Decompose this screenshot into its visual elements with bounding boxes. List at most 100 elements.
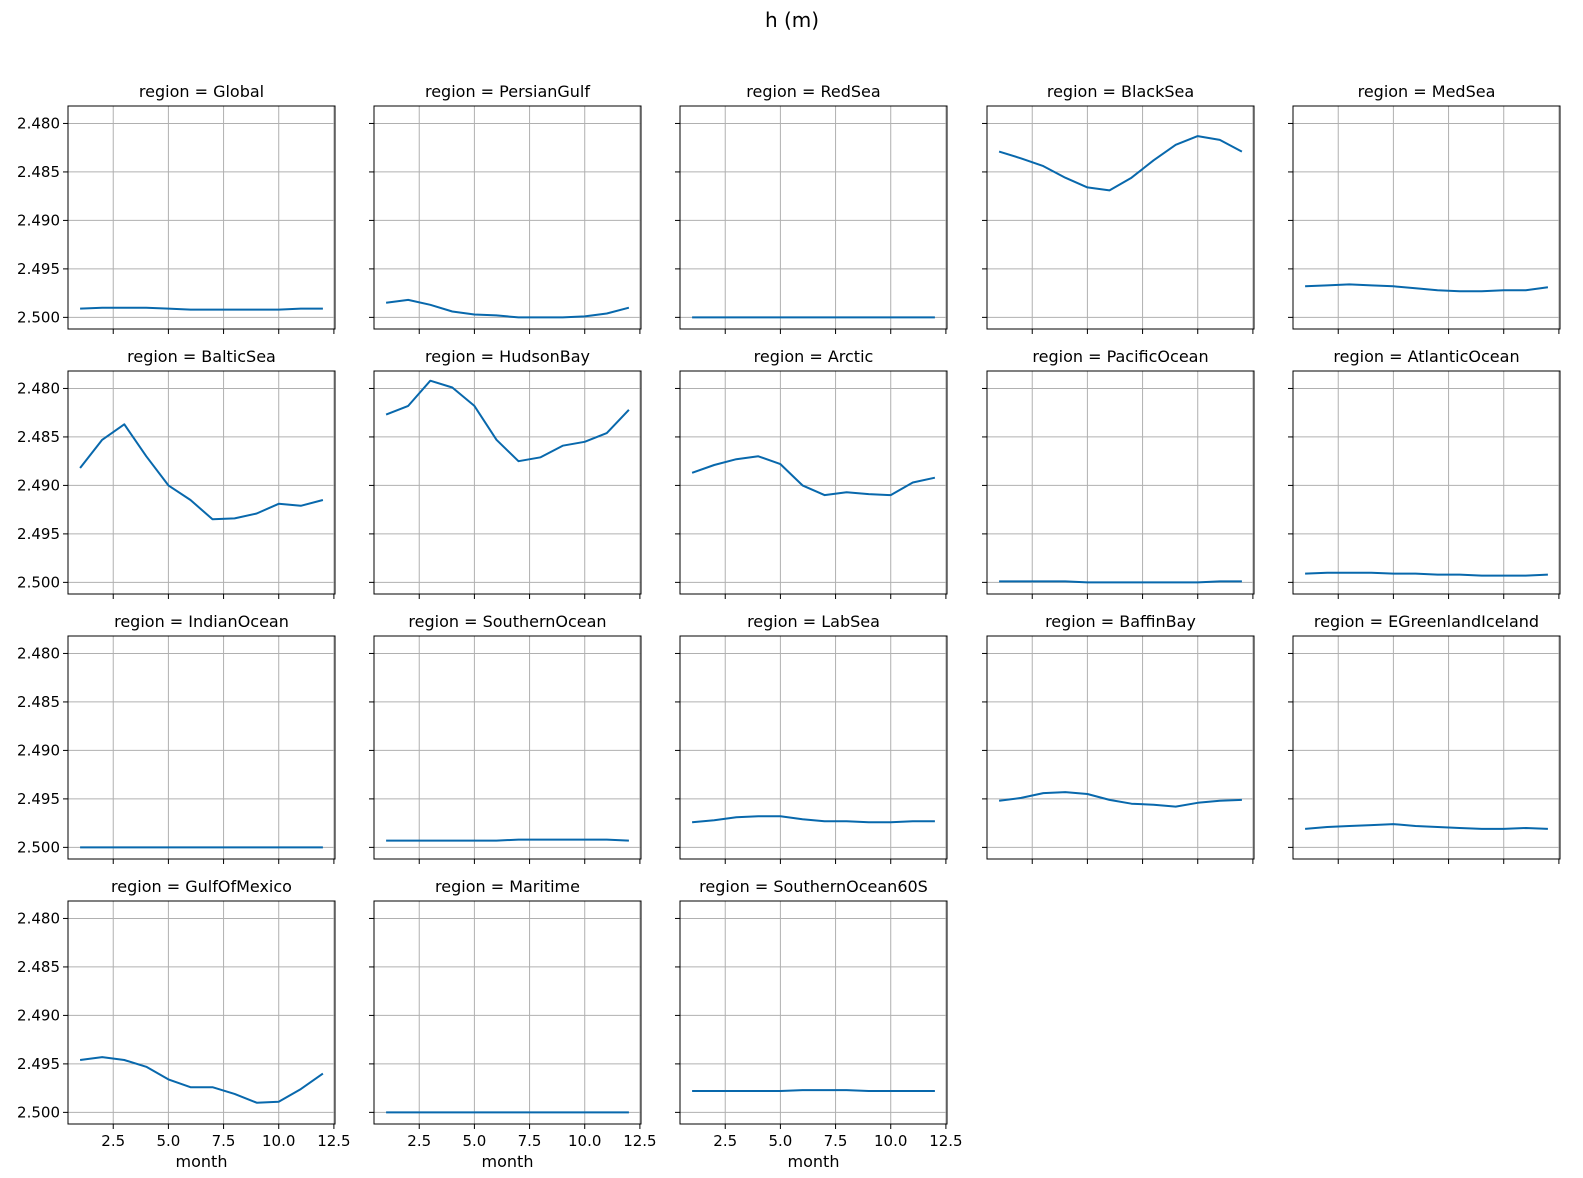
y-tick-label: 2.495 <box>17 1055 60 1073</box>
series-line <box>692 1089 935 1092</box>
series-line <box>386 838 629 842</box>
x-tick-label: 7.5 <box>518 1132 542 1150</box>
x-tick-label: 10.0 <box>262 1132 295 1150</box>
x-axis-label: month <box>176 1152 228 1171</box>
series-line <box>385 379 630 463</box>
y-tick-label: 2.500 <box>17 308 60 326</box>
y-tick-label: 2.495 <box>17 260 60 278</box>
x-tick-label: 7.5 <box>824 1132 848 1150</box>
x-tick-label: 10.0 <box>874 1132 907 1150</box>
panel-title: region = SouthernOcean <box>408 612 606 631</box>
panel-title: region = EGreenlandIceland <box>1314 612 1539 631</box>
panel-title: region = IndianOcean <box>114 612 289 631</box>
panel-title: region = Arctic <box>754 347 874 366</box>
panel-southernocean60s: region = SouthernOcean60S 2.5 5.0 7.5 10.0 12… <box>675 877 963 1171</box>
series-line <box>1305 283 1549 293</box>
axes-frame <box>986 105 1255 330</box>
axes-frame <box>1292 635 1561 860</box>
x-tick-label: 5.0 <box>462 1132 486 1150</box>
panel-title: region = AtlanticOcean <box>1333 347 1519 366</box>
axes-frame <box>373 370 642 595</box>
series-line <box>79 423 324 521</box>
panel-title: region = Global <box>139 82 264 101</box>
panel-gulfofmexico: region = GulfOfMexico 2.480 2.485 2.490 2.49… <box>17 877 351 1171</box>
panel-title: region = LabSea <box>747 612 880 631</box>
series-line <box>692 815 935 824</box>
axes-frame <box>986 370 1255 595</box>
axes-frame <box>373 635 642 860</box>
panel-title: region = MedSea <box>1358 82 1496 101</box>
panel-southernocean: region = SouthernOcean <box>369 612 642 864</box>
y-tick-label: 2.500 <box>17 1103 60 1121</box>
axes-frame <box>1292 105 1561 330</box>
panel-maritime: region = Maritime 2.5 5.0 7.5 10.0 12.5 month <box>369 877 657 1171</box>
panel-title: region = RedSea <box>746 82 880 101</box>
x-tick-label: 12.5 <box>929 1132 962 1150</box>
y-tick-label: 2.495 <box>17 790 60 808</box>
y-tick-label: 2.490 <box>17 1006 60 1024</box>
panel-global: region = Global 2.480 2.485 2.490 2.495 2.500 <box>17 82 336 334</box>
y-tick-label: 2.500 <box>17 838 60 856</box>
y-tick-label: 2.490 <box>17 741 60 759</box>
panel-baffinbay: region = BaffinBay <box>982 612 1255 864</box>
y-tick-label: 2.490 <box>17 476 60 494</box>
axes-frame <box>679 370 948 595</box>
panel-title: region = BlackSea <box>1047 82 1194 101</box>
panel-hudsonbay: region = HudsonBay <box>369 347 642 599</box>
x-tick-label: 2.5 <box>407 1132 431 1150</box>
axes-frame <box>67 635 336 860</box>
x-tick-label: 7.5 <box>212 1132 236 1150</box>
y-tick-label: 2.480 <box>17 114 60 132</box>
x-tick-label: 2.5 <box>713 1132 737 1150</box>
y-tick-label: 2.500 <box>17 573 60 591</box>
axes-frame <box>373 105 642 330</box>
y-tick-label: 2.485 <box>17 958 60 976</box>
series-line <box>79 1056 324 1104</box>
x-axis-label: month <box>482 1152 534 1171</box>
axes-frame <box>986 635 1255 860</box>
series-line <box>999 580 1242 584</box>
x-tick-label: 5.0 <box>768 1132 792 1150</box>
x-tick-label: 12.5 <box>317 1132 350 1150</box>
panel-title: region = PersianGulf <box>425 82 590 101</box>
y-tick-label: 2.490 <box>17 211 60 229</box>
y-tick-label: 2.480 <box>17 644 60 662</box>
panel-redsea: region = RedSea <box>675 82 948 334</box>
panel-egreenlandiceland: region = EGreenlandIceland <box>1288 612 1561 864</box>
series-line <box>691 455 936 497</box>
panel-title: region = BalticSea <box>127 347 276 366</box>
y-tick-label: 2.480 <box>17 379 60 397</box>
series-line <box>80 306 323 311</box>
y-tick-label: 2.480 <box>17 909 60 927</box>
axes-frame <box>679 105 948 330</box>
figure-title: h (m) <box>765 8 819 32</box>
panel-title: region = Maritime <box>435 877 580 896</box>
panel-persiangulf: region = PersianGulf <box>369 82 642 334</box>
x-tick-label: 12.5 <box>623 1132 656 1150</box>
x-tick-label: 10.0 <box>568 1132 601 1150</box>
y-tick-label: 2.485 <box>17 163 60 181</box>
panel-title: region = BaffinBay <box>1045 612 1196 631</box>
x-tick-label: 2.5 <box>101 1132 125 1150</box>
axes-frame <box>67 370 336 595</box>
panel-medsea: region = MedSea <box>1288 82 1561 334</box>
panel-labsea: region = LabSea <box>675 612 948 864</box>
x-axis-label: month <box>788 1152 840 1171</box>
panel-indianocean: region = IndianOcean 2.480 2.485 2.490 2.495… <box>17 612 336 864</box>
panel-arctic: region = Arctic <box>675 347 948 599</box>
y-tick-label: 2.495 <box>17 525 60 543</box>
panel-atlanticocean: region = AtlanticOcean <box>1288 347 1561 599</box>
panel-grid: region = Global 2.480 2.485 2.490 2.495 2.500… <box>17 82 1561 1171</box>
y-tick-label: 2.485 <box>17 693 60 711</box>
panel-pacificocean: region = PacificOcean <box>982 347 1255 599</box>
axes-frame <box>1292 370 1561 595</box>
axes-frame <box>679 900 948 1125</box>
axes-frame <box>67 900 336 1125</box>
panel-title: region = PacificOcean <box>1032 347 1208 366</box>
panel-title: region = GulfOfMexico <box>111 877 292 896</box>
axes-frame <box>373 900 642 1125</box>
y-tick-label: 2.485 <box>17 428 60 446</box>
series-line <box>385 298 630 319</box>
panel-title: region = SouthernOcean60S <box>699 877 928 896</box>
